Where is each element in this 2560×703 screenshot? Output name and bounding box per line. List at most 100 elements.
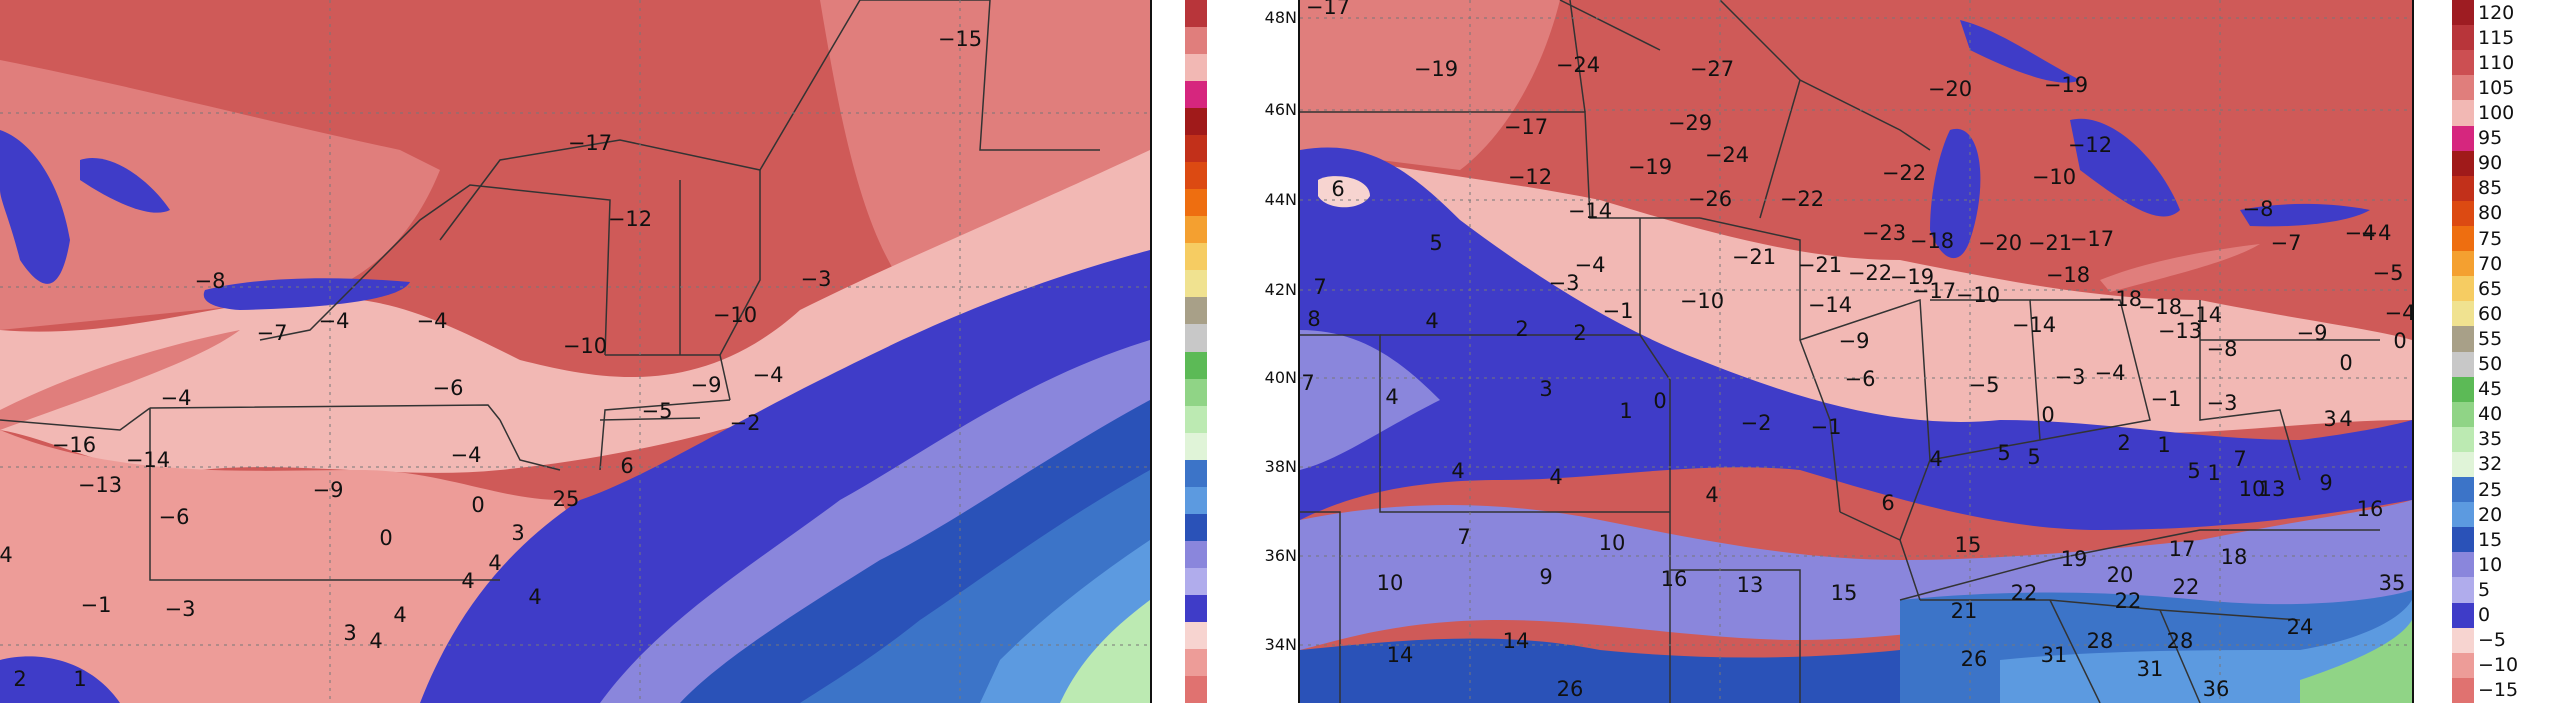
right-station-value-102: 17 (2169, 537, 2196, 561)
right-station-value-39: −5 (2373, 261, 2404, 285)
left-colorbar-swatch-23 (1185, 621, 1207, 650)
right-station-value-24: −21 (2028, 231, 2072, 255)
colorbar-swatch-15 (2452, 376, 2474, 403)
colorbar-swatch-18 (2452, 451, 2474, 478)
right-station-value-9: −19 (1628, 155, 1672, 179)
latitude-labels: 48N 46N 44N 42N 40N 38N 36N 34N (1225, 0, 1297, 703)
left-station-value-22: 6 (620, 454, 633, 478)
right-station-value-72: 0 (1653, 389, 1666, 413)
right-station-value-62: 5 (1429, 231, 1442, 255)
left-station-value-11: −4 (753, 363, 784, 387)
left-station-values: −15−17−12−8−7 −4 −4−10−10−3−9 −4−6−5 −2−4−4−… (0, 27, 982, 691)
right-station-value-44: −1 (1603, 299, 1634, 323)
left-station-value-10: −9 (691, 373, 722, 397)
right-station-value-16: −14 (1568, 199, 1612, 223)
right-station-value-6: −17 (1504, 115, 1548, 139)
right-station-value-99: 19 (2061, 547, 2088, 571)
right-station-value-110: 26 (1961, 647, 1988, 671)
left-station-value-28: 4 (461, 569, 474, 593)
left-salmon-region (0, 430, 577, 703)
left-station-value-20: −9 (313, 478, 344, 502)
right-station-value-33: −18 (2098, 287, 2142, 311)
colorbar-swatch-20 (2452, 502, 2474, 528)
right-station-value-76: 4 (1549, 465, 1562, 489)
right-station-value-107: 28 (2087, 629, 2114, 653)
left-station-value-27: 4 (488, 551, 501, 575)
left-station-value-31: 3 (343, 621, 356, 645)
left-colorbar-swatch-18 (1185, 486, 1207, 515)
right-map-frame-right (2412, 0, 2414, 703)
left-station-value-19: −13 (78, 473, 122, 497)
right-station-value-84: 5 (2187, 459, 2200, 483)
right-station-value-41: 0 (2393, 329, 2406, 353)
right-temperature-map: −17 −19 −24 −27 −20 −19 −17 −29 −24 −19 −12 −22 −12−… (1300, 0, 2412, 703)
colorbar-swatch-19 (2452, 477, 2474, 503)
right-station-value-111: 31 (2137, 657, 2164, 681)
right-station-value-101: 22 (2173, 575, 2200, 599)
right-map-canvas: −17−19 −24 −27−20 −19−17 −29−24−19−12 −22−12−… (1300, 0, 2412, 703)
right-station-value-93: 10 (1377, 571, 1404, 595)
left-colorbar-swatch-10 (1185, 270, 1207, 298)
colorbar-swatch-7 (2452, 175, 2474, 202)
left-colorbar-swatch-13 (1185, 351, 1207, 380)
left-colorbar-swatch-0 (1185, 0, 1207, 28)
colorbar-swatch-16 (2452, 401, 2474, 428)
right-green (2300, 620, 2412, 703)
colorbar-swatch-2 (2452, 50, 2474, 76)
right-station-value-20: −4 (2361, 221, 2392, 245)
left-colorbar-swatch-4 (1185, 108, 1207, 136)
right-station-value-2: −24 (1556, 53, 1600, 77)
right-station-value-97: 15 (1831, 581, 1858, 605)
right-station-value-80: 5 (1997, 441, 2010, 465)
colorbar-swatch-23 (2452, 577, 2474, 604)
colorbar-label-26: −10 (2478, 654, 2519, 677)
left-station-value-12: −6 (433, 376, 464, 400)
left-colorbar-swatch-5 (1185, 135, 1207, 163)
right-station-value-43: −3 (1549, 271, 1580, 295)
left-station-value-5: −4 (319, 309, 350, 333)
colorbar-label-23: 5 (2478, 579, 2491, 602)
left-warm-band-east (820, 0, 1150, 280)
colorbar-label-1: 115 (2478, 26, 2515, 49)
right-station-value-42: −4 (1575, 253, 1606, 277)
right-station-value-81: 5 (2027, 445, 2040, 469)
latitude-label-3: 42N (1264, 280, 1297, 299)
right-station-value-113: 35 (2379, 571, 2406, 595)
colorbar-swatch-4 (2452, 100, 2474, 127)
colorbar-swatch-22 (2452, 552, 2474, 578)
latitude-label-6: 36N (1264, 546, 1297, 565)
colorbar-label-22: 10 (2478, 553, 2503, 576)
left-map-canvas: −15−17−12−8−7 −4 −4−10−10−3−9 −4−6−5 −2−4−4−… (0, 0, 1150, 703)
colorbar-label-18: 32 (2478, 453, 2503, 476)
right-station-value-25: −17 (2070, 227, 2114, 251)
right-station-value-12: −12 (2068, 133, 2112, 157)
right-station-value-91: 7 (1457, 525, 1470, 549)
colorbar-label-8: 80 (2478, 202, 2503, 225)
right-station-value-94: 9 (1539, 565, 1552, 589)
colorbar-label-9: 75 (2478, 227, 2503, 250)
latitude-label-2: 44N (1264, 190, 1297, 209)
lake-ontario (203, 278, 410, 310)
right-station-value-11: −22 (1882, 161, 1926, 185)
colorbar-label-4: 100 (2478, 101, 2515, 124)
colorbar-label-0: 120 (2478, 1, 2515, 24)
left-station-value-32: 4 (369, 629, 382, 653)
right-station-value-68: 7 (1301, 371, 1314, 395)
right-station-value-31: −10 (1956, 283, 2000, 307)
georgian-bay (80, 158, 170, 213)
right-station-value-59: 3 (2323, 407, 2336, 431)
right-station-value-90: 16 (2357, 497, 2384, 521)
colorbar-swatch-6 (2452, 150, 2474, 177)
left-colorbar-swatch-14 (1185, 378, 1207, 407)
left-station-value-0: −15 (938, 27, 982, 51)
right-station-value-61: 6 (1331, 177, 1344, 201)
right-station-value-1: −19 (1414, 57, 1458, 81)
colorbar-swatch-21 (2452, 527, 2474, 553)
lake-huron-right (2070, 118, 2180, 217)
latitude-label-1: 46N (1264, 100, 1297, 119)
right-station-value-103: 18 (2221, 545, 2248, 569)
lake-superior-east (1960, 20, 2080, 83)
right-station-value-32: −18 (2046, 263, 2090, 287)
left-station-value-1: −17 (568, 131, 612, 155)
left-gridlines (0, 0, 1150, 703)
